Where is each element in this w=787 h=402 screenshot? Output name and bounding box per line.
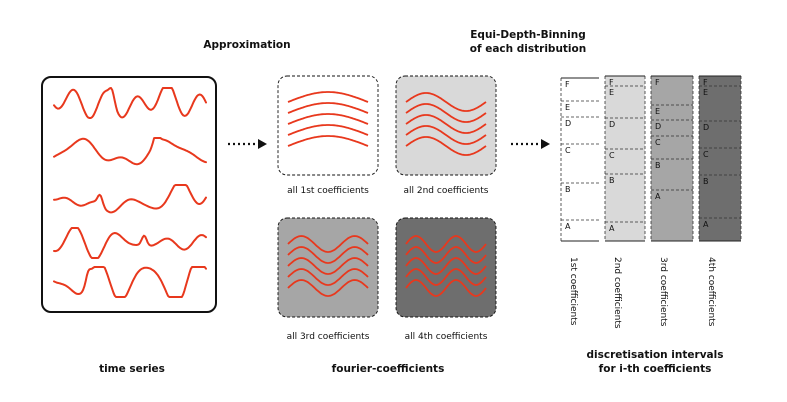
equi-depth-binning-sublabel: of each distribution — [470, 43, 586, 55]
coefficient-curve — [405, 257, 487, 275]
bin-letter: E — [703, 88, 708, 97]
coefficient-panel-box — [277, 217, 379, 318]
coefficient-panel-2: all 2nd coefficients — [395, 75, 497, 196]
bin-letter: F — [655, 78, 660, 87]
bin-letter: A — [565, 222, 571, 231]
bin-column-3: F EDC B A 3rd coefficients — [650, 75, 694, 327]
time-series-box — [41, 76, 217, 313]
bin-column-label: 3rd coefficients — [658, 257, 668, 327]
bin-column-label: 1st coefficients — [568, 257, 578, 326]
coefficient-curve — [405, 92, 487, 112]
bin-letter: F — [609, 78, 614, 87]
bin-letter: D — [703, 123, 709, 132]
fourier-coefficients-label: fourier-coefficients — [332, 363, 445, 375]
bin-letter: E — [655, 107, 660, 116]
coefficient-panel-label: all 3rd coefficients — [287, 332, 370, 342]
bin-letter: C — [609, 151, 615, 160]
bin-letter: D — [565, 119, 571, 128]
time-series-curves — [53, 87, 207, 298]
approximation-label: Approximation — [203, 39, 290, 51]
arrow-to-coefficients — [228, 139, 267, 149]
bin-letter: C — [703, 150, 709, 159]
coefficient-curve — [287, 246, 369, 264]
discretisation-label: discretisation intervals — [587, 349, 724, 361]
time-series-curve — [53, 227, 207, 259]
fourier-coefficient-panels: all 1st coefficients all 2nd coefficients… — [277, 75, 497, 342]
bin-letter: E — [609, 88, 614, 97]
bin-letter: D — [609, 120, 615, 129]
equi-depth-binning-label: Equi-Depth-Binning — [470, 29, 585, 41]
coefficient-curve — [405, 103, 487, 123]
coefficient-curve — [405, 125, 487, 145]
bin-letter: C — [565, 146, 571, 155]
bin-column-label: 4th coefficients — [706, 257, 716, 327]
coefficient-curve — [287, 102, 369, 114]
coefficient-curve — [287, 124, 369, 136]
time-series-curve — [53, 266, 207, 298]
coefficient-curve — [405, 235, 487, 253]
coefficient-curve — [287, 91, 369, 103]
coefficient-panel-box — [395, 75, 497, 176]
coefficient-curve — [287, 268, 369, 286]
coefficient-panel-1: all 1st coefficients — [277, 75, 379, 196]
arrow-to-discretisation — [511, 139, 550, 149]
bin-letter: E — [565, 103, 570, 112]
coefficient-curve — [287, 135, 369, 147]
bin-letter: A — [703, 220, 709, 229]
time-series-curve — [53, 184, 207, 214]
coefficient-curve — [405, 114, 487, 134]
time-series-label: time series — [99, 363, 165, 375]
coefficient-curve — [405, 136, 487, 156]
discretisation-sublabel: for i-th coefficients — [599, 363, 712, 375]
coefficient-panel-label: all 1st coefficients — [287, 186, 369, 196]
coefficient-panel-3: all 3rd coefficients — [277, 217, 379, 342]
coefficient-curve — [287, 235, 369, 253]
bin-letter: B — [609, 176, 615, 185]
coefficient-panel-label: all 4th coefficients — [405, 332, 488, 342]
bin-letter: D — [655, 122, 661, 131]
coefficient-curve — [405, 268, 487, 286]
coefficient-curve — [405, 279, 487, 297]
bin-letter: C — [655, 138, 661, 147]
bin-letter: F — [565, 80, 570, 89]
bin-letter: A — [609, 224, 615, 233]
coefficient-curve — [287, 257, 369, 275]
bin-column-fill — [651, 76, 693, 241]
time-series-curve — [53, 87, 207, 119]
coefficient-curve — [287, 113, 369, 125]
bin-column-fill — [605, 76, 645, 241]
bin-letter: B — [565, 185, 571, 194]
coefficient-panel-box — [395, 217, 497, 318]
time-series-curve — [53, 137, 207, 166]
bin-column-label: 2nd coefficients — [612, 257, 622, 329]
coefficient-panel-4: all 4th coefficients — [395, 217, 497, 342]
coefficient-curve — [405, 246, 487, 264]
coefficient-panel-label: all 2nd coefficients — [404, 186, 489, 196]
coefficient-curve — [287, 279, 369, 297]
bin-letter: B — [703, 177, 709, 186]
bin-column-fill — [699, 76, 741, 241]
time-series-panel — [41, 76, 217, 313]
bin-column-1: F ED C B A 1st coefficients — [560, 77, 599, 326]
bin-letter: F — [703, 78, 708, 87]
bin-letter: A — [655, 192, 661, 201]
bin-letter: B — [655, 161, 661, 170]
bin-column-2: FE D C B A 2nd coefficients — [604, 75, 646, 329]
bin-column-4: FE D C B A 4th coefficients — [698, 75, 742, 327]
